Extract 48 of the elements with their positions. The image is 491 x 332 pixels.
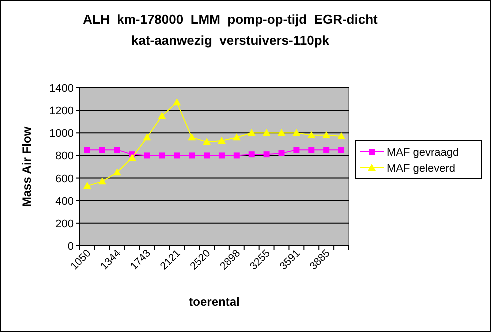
point [188, 134, 196, 141]
point [322, 131, 331, 138]
chart-title: ALH km-178000 LMM pomp-op-tijd EGR-dicht kat-aanwezig verstuivers-110pk [83, 12, 379, 48]
y-tick-label: 200 [56, 218, 74, 230]
y-tick-label: 1000 [50, 128, 74, 140]
point [294, 147, 300, 154]
point [113, 168, 122, 176]
y-tick-label: 1400 [50, 83, 74, 95]
y-tick-label: 0 [68, 241, 74, 253]
point [158, 112, 166, 120]
legend-label: MAF geleverd [387, 163, 456, 175]
y-axis-title: Mass Air Flow [20, 126, 34, 208]
point [144, 152, 150, 159]
point [83, 182, 92, 190]
y-tick-label: 800 [56, 150, 74, 163]
x-axis-title: toerental [189, 295, 240, 309]
point [264, 152, 270, 158]
point [84, 147, 90, 154]
point [99, 147, 106, 154]
point [308, 131, 316, 138]
point [248, 152, 255, 158]
point [234, 152, 240, 159]
point [174, 152, 180, 159]
point [308, 147, 315, 154]
point [338, 132, 346, 140]
point [218, 137, 226, 144]
point [324, 147, 330, 154]
point [203, 138, 212, 146]
point [338, 147, 345, 154]
point [278, 129, 286, 136]
point [189, 152, 196, 159]
point [278, 150, 285, 156]
y-tick-label: 400 [56, 196, 74, 208]
point [262, 129, 271, 136]
y-tick-label: 600 [56, 173, 74, 186]
point [173, 98, 182, 106]
point [128, 154, 136, 161]
point [248, 129, 256, 136]
point [98, 178, 106, 185]
y-tick-label: 1200 [50, 106, 74, 118]
legend-label: MAF gevraagd [387, 147, 460, 159]
point [292, 129, 301, 136]
point [218, 152, 225, 159]
point [143, 134, 152, 141]
point [114, 147, 120, 154]
point [159, 152, 166, 159]
point [232, 134, 241, 141]
point [204, 152, 210, 159]
